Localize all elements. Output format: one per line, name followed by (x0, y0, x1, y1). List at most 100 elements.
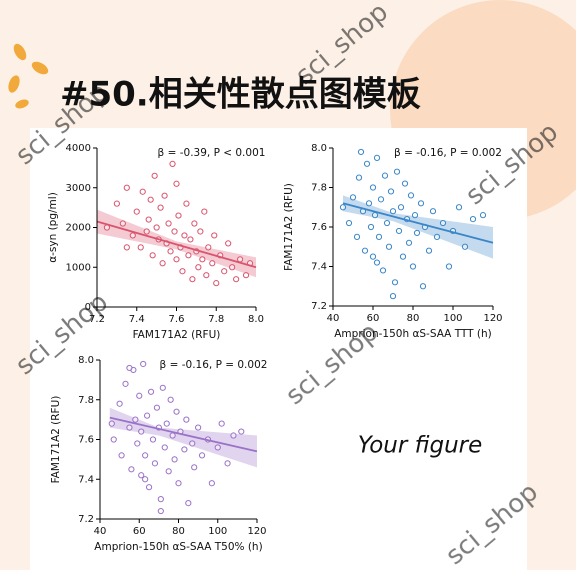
scatter-point (171, 228, 178, 235)
scatter-point (137, 244, 144, 251)
x-tick-label: 120 (483, 313, 502, 324)
scatter-point (147, 196, 154, 203)
scatter-point (214, 444, 221, 451)
scatter-point (108, 420, 115, 427)
y-tick-label: 2000 (66, 223, 91, 234)
scatter-point (224, 460, 231, 467)
scatter-point (461, 243, 469, 250)
scatter-point (393, 168, 401, 175)
scatter-point (132, 416, 139, 423)
scatter-point (142, 476, 149, 483)
scatter-point (171, 456, 178, 463)
scatter-point (151, 172, 158, 179)
y-tick-label: 3000 (66, 183, 91, 194)
scatter-point (361, 247, 369, 254)
scatter-point (179, 268, 186, 275)
scatter-point (349, 194, 357, 201)
scatter-point (183, 416, 190, 423)
scatter-point (230, 432, 237, 439)
scatter-point (363, 160, 371, 167)
scatter-point (369, 253, 377, 260)
trend-line (342, 202, 494, 244)
y-tick-label: 4000 (66, 143, 91, 154)
scatter-point (138, 428, 145, 435)
scatter-point (128, 466, 135, 473)
scatter-point (185, 252, 192, 259)
scatter-point (175, 212, 182, 219)
scatter-point (129, 232, 136, 239)
x-tick-label: 7.4 (129, 314, 145, 325)
scatter-point (339, 204, 347, 211)
scatter-point (181, 446, 188, 453)
y-tick-label: 7.2 (78, 514, 94, 525)
scatter-point (405, 239, 413, 246)
scatter-point (385, 243, 393, 250)
scatter-point (413, 229, 421, 237)
scatter-point (199, 256, 206, 263)
scatter-point (149, 436, 157, 443)
scatter-point (173, 408, 180, 415)
scatter-point (123, 244, 130, 251)
scatter-point (145, 216, 152, 223)
scatter-point (375, 233, 383, 240)
scatter-point (110, 436, 117, 443)
scatter-point (395, 227, 403, 235)
x-tick-label: 7.6 (169, 314, 185, 325)
scatter-point (157, 507, 164, 515)
scatter-point (407, 192, 415, 199)
scatter-point (373, 259, 381, 266)
scatter-point (387, 188, 395, 195)
scatter-point (409, 263, 417, 270)
scatter-point (173, 180, 180, 187)
x-tick-label: 80 (172, 526, 185, 537)
confidence-band (97, 209, 256, 278)
scatter-point (381, 172, 389, 179)
x-tick-label: 60 (133, 526, 146, 537)
confidence-band (109, 407, 257, 468)
y-axis-label: FAM171A2 (RFU) (50, 396, 62, 484)
scatter-point (163, 420, 170, 427)
scatter-point (353, 233, 361, 240)
scatter-point (143, 228, 150, 235)
scatter-point (134, 440, 141, 447)
scatter-point (181, 232, 188, 239)
scatter-point (417, 200, 425, 207)
scatter-point (377, 196, 385, 203)
y-axis-label: α-syn (pg/ml) (47, 192, 59, 263)
x-tick-label: 100 (443, 313, 462, 324)
page-title: #50.相关性散点图模板 (60, 75, 421, 115)
scatter-point (218, 420, 225, 427)
scatter-point (139, 188, 146, 195)
scatter-point (173, 256, 180, 263)
scatter-point (153, 404, 161, 411)
scatter-point (371, 212, 379, 219)
scatter-point (195, 424, 202, 431)
scatter-point (161, 444, 168, 451)
scatter-point (116, 400, 123, 407)
scatter-point (355, 174, 363, 181)
y-tick-label: 0 (85, 302, 91, 313)
scatter-point (369, 184, 377, 191)
scatter-point (201, 208, 208, 215)
scatter-point (195, 264, 202, 271)
annotation: β = -0.39, P < 0.001 (158, 147, 266, 159)
scatter-point (126, 424, 133, 431)
y-tick-label: 7.4 (78, 474, 94, 485)
scatter-point (113, 200, 120, 207)
placeholder-text: Your figure (358, 433, 483, 459)
y-tick-label: 7.2 (311, 301, 327, 312)
scatter-point (445, 263, 453, 270)
scatter-point (433, 233, 441, 240)
scatter-point (429, 208, 437, 215)
scatter-point (455, 204, 463, 211)
scatter-point (399, 253, 407, 260)
scatter-point (345, 219, 353, 227)
y-tick-label: 7.8 (78, 395, 94, 406)
scatter-point (198, 452, 206, 459)
y-tick-label: 7.8 (311, 183, 327, 194)
x-tick-label: 80 (407, 313, 420, 324)
y-axis-label: FAM171A2 (RFU) (283, 183, 295, 271)
scatter-point (167, 248, 174, 255)
scatter-point (237, 256, 244, 263)
scatter-point (379, 267, 387, 274)
